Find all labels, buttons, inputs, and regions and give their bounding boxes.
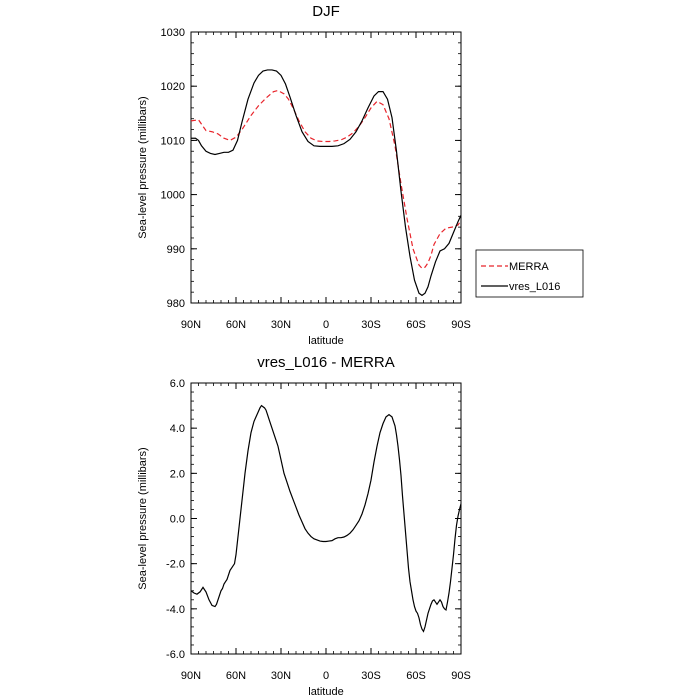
x-tick-label: 90S	[451, 319, 471, 331]
y-tick-label: -2.0	[166, 559, 185, 571]
chart-title: DJF	[312, 3, 340, 20]
x-tick-label: 0	[323, 670, 329, 682]
y-axis-label: Sea-level pressure (millibars)	[137, 96, 149, 238]
x-tick-label: 30N	[271, 319, 291, 331]
y-tick-label: 1020	[161, 81, 185, 93]
plot-frame	[190, 382, 462, 655]
y-tick-label: 980	[167, 298, 185, 310]
legend-label: MERRA	[509, 261, 549, 273]
x-tick-label: 60N	[226, 670, 246, 682]
chart-title: vres_L016 - MERRA	[257, 354, 395, 371]
x-tick-label: 90N	[181, 670, 201, 682]
x-tick-label: 30N	[271, 670, 291, 682]
chart-panel-1: DJF 90N 60N 30N 0 30S 60S 90S 980 990 1000 1010 1020…	[137, 3, 584, 347]
y-axis-label: Sea-level pressure (millibars)	[137, 447, 149, 589]
y-tick-label: 6.0	[170, 378, 185, 390]
x-axis-label: latitude	[308, 686, 343, 698]
x-tick-label: 0	[323, 319, 329, 331]
x-tick-label: 90S	[451, 670, 471, 682]
series-line-vres-l016-merra	[191, 404, 461, 633]
y-tick-label: 0.0	[170, 514, 185, 526]
legend-label: vres_L016	[509, 281, 560, 293]
y-tick-label: -6.0	[166, 649, 185, 661]
plot-frame	[190, 31, 462, 304]
y-tick-label: 1030	[161, 27, 185, 39]
y-tick-label: -4.0	[166, 604, 185, 616]
x-tick-label: 90N	[181, 319, 201, 331]
series-line-vres-l016	[191, 69, 461, 297]
x-tick-label: 60S	[406, 319, 426, 331]
x-tick-label: 30S	[361, 319, 381, 331]
chart-panel-2: vres_L016 - MERRA 90N 60N 30N 0 30S 60S 90S -6.0…	[137, 354, 471, 698]
legend-box	[475, 249, 584, 298]
x-tick-label: 60S	[406, 670, 426, 682]
y-tick-label: 4.0	[170, 423, 185, 435]
y-tick-label: 2.0	[170, 468, 185, 480]
x-tick-label: 30S	[361, 670, 381, 682]
y-tick-label: 1010	[161, 135, 185, 147]
x-axis-label: latitude	[308, 335, 343, 347]
y-tick-label: 1000	[161, 190, 185, 202]
series-line-merra	[191, 89, 461, 270]
y-tick-label: 990	[167, 244, 185, 256]
legend: MERRA vres_L016	[475, 249, 584, 298]
x-tick-label: 60N	[226, 319, 246, 331]
